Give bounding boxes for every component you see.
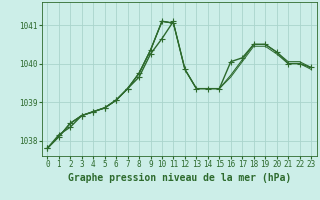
X-axis label: Graphe pression niveau de la mer (hPa): Graphe pression niveau de la mer (hPa): [68, 173, 291, 183]
